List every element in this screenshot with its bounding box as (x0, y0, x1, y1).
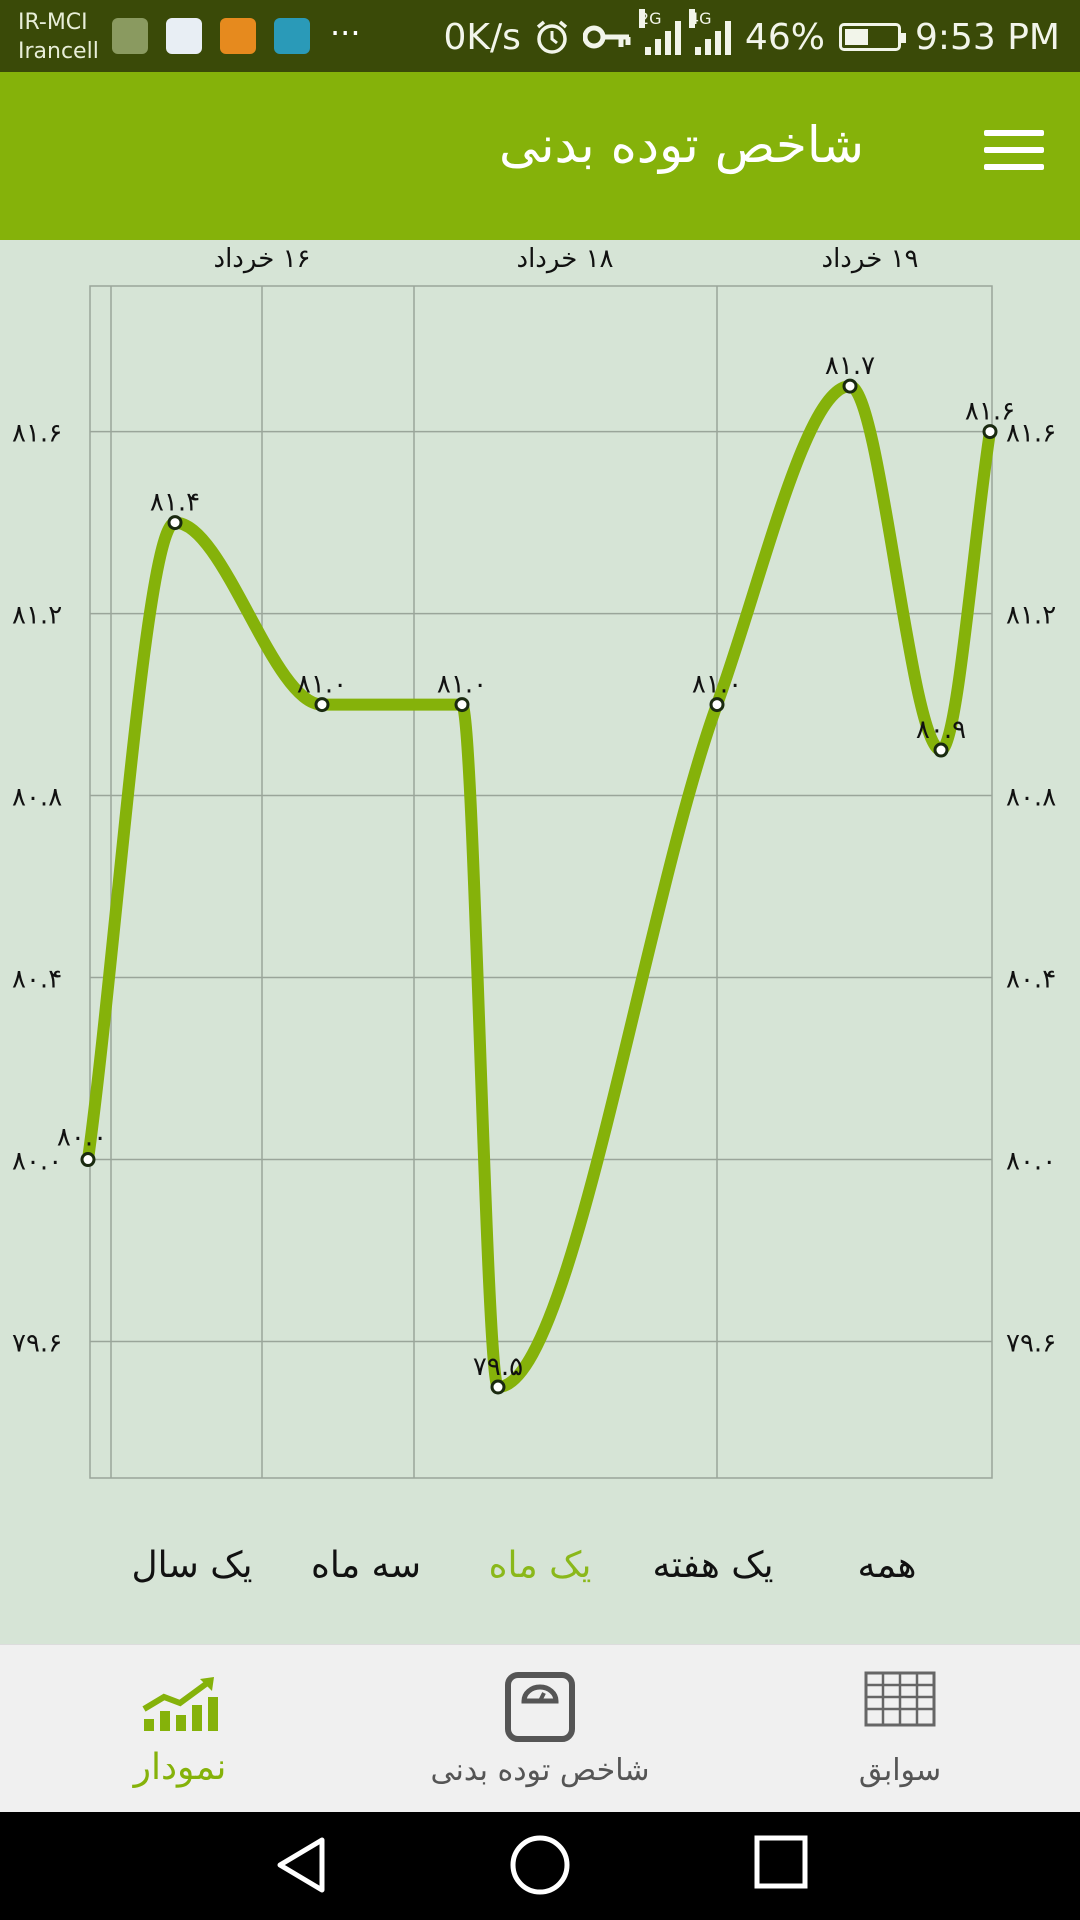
y-tick-label-left: ۸۰.۴ (12, 965, 62, 995)
range-tab-year[interactable]: یک سال (131, 1545, 253, 1586)
battery-level-fill (844, 29, 868, 45)
scale-icon (505, 1672, 575, 1742)
data-label: ۸۰.۹ (916, 715, 966, 745)
range-tab-three-months[interactable]: سه ماه (310, 1545, 422, 1586)
hamburger-menu-icon[interactable] (984, 130, 1044, 180)
back-icon[interactable] (272, 1834, 328, 1896)
chat-app-icon (274, 18, 310, 54)
home-icon[interactable] (509, 1834, 571, 1896)
range-tab-month[interactable]: یک ماه (488, 1545, 592, 1586)
data-label: ۸۱.۶ (965, 397, 1015, 427)
notification-app-icon (112, 18, 148, 54)
more-notifications-icon: ··· (330, 14, 361, 52)
nav-item-chart[interactable]: نمودار (30, 1645, 330, 1813)
nav-label-history: سوابق (858, 1753, 942, 1788)
data-label: ۸۱.۰ (692, 670, 742, 700)
data-point (454, 697, 470, 713)
range-tabs: یک سال سه ماه یک ماه یک هفته همه (0, 1545, 1080, 1625)
x-tick-label: ۱۹ خرداد (822, 244, 919, 274)
bmi-line-chart: ۸۱.۶ ۸۱.۶۸۱.۲ ۸۱.۲۸۰.۸ ۸۰.۸۸۰.۴ ۸۰.۴۸۰.۰ ۸۰.۰… (12, 244, 1056, 1479)
signal-2g-label: 2G (638, 9, 662, 28)
data-label: ۸۱.۴ (150, 488, 200, 518)
data-point (490, 1379, 506, 1395)
bottom-navigation: نمودار شاخص توده بدنی سوابق (0, 1644, 1080, 1813)
range-tab-week[interactable]: یک هفته (652, 1545, 774, 1586)
y-tick-label-right: ۸۰.۴ (1006, 965, 1056, 995)
signal-4g-label: 4G (688, 9, 712, 28)
clock: 9:53 PM (914, 16, 1060, 58)
nav-label-chart: نمودار (133, 1747, 227, 1788)
table-grid-icon (864, 1671, 936, 1727)
page-title: شاخص توده بدنی (498, 116, 864, 174)
y-tick-label-left: ۸۰.۸ (12, 783, 62, 813)
data-point (314, 697, 330, 713)
y-tick-label-right: ۸۱.۶ (1006, 419, 1056, 449)
y-tick-label-right: ۸۰.۰ (1006, 1147, 1056, 1177)
data-point (80, 1152, 96, 1168)
plot-frame (89, 285, 993, 1479)
system-navigation-bar (0, 1812, 1080, 1920)
x-tick-label: ۱۶ خرداد (214, 244, 311, 274)
status-bar: IR-MCI Irancell ··· 0K/s 2G 4G 46% 9:53 … (0, 0, 1080, 72)
signal-2g-icon: 2G (638, 9, 681, 55)
y-tick-label-right: ۸۰.۸ (1006, 783, 1056, 813)
chart-trend-icon (142, 1677, 218, 1731)
battery-icon (838, 23, 906, 51)
recents-icon[interactable] (753, 1834, 809, 1890)
data-point (842, 378, 858, 394)
y-tick-label-left: ۸۱.۲ (12, 601, 62, 631)
data-label: ۸۰.۰ (57, 1123, 107, 1153)
range-tab-all[interactable]: همه (857, 1545, 917, 1586)
data-point (709, 697, 725, 713)
health-app-icon (220, 18, 256, 54)
carrier-info: IR-MCI Irancell (18, 8, 99, 66)
data-label: ۸۱.۰ (297, 670, 347, 700)
status-right: 0K/s 2G 4G 46% 9:53 PM (443, 9, 1060, 60)
calendar-app-icon (166, 18, 202, 54)
series-line (82, 380, 996, 1394)
data-point (982, 424, 998, 440)
y-tick-label-left: ۸۱.۶ (12, 419, 62, 449)
nav-item-bmi[interactable]: شاخص توده بدنی (390, 1645, 690, 1813)
alarm-icon (536, 20, 568, 54)
nav-item-history[interactable]: سوابق (750, 1645, 1050, 1813)
vpn-key-icon (582, 25, 631, 49)
battery-percent: 46% (744, 16, 825, 58)
x-tick-label: ۱۸ خرداد (517, 244, 614, 274)
network-speed: 0K/s (443, 16, 521, 58)
data-label: ۷۹.۵ (473, 1352, 523, 1382)
signal-4g-icon: 4G (688, 9, 731, 55)
data-point (933, 742, 949, 758)
app-toolbar: شاخص توده بدنی (0, 72, 1080, 240)
nav-label-bmi: شاخص توده بدنی (430, 1753, 650, 1788)
carrier-line-1: IR-MCI (18, 10, 88, 35)
y-tick-label-left: ۷۹.۶ (12, 1329, 62, 1359)
data-label: ۸۱.۷ (825, 351, 875, 381)
y-tick-label-left: ۸۰.۰ (12, 1147, 62, 1177)
y-tick-label-right: ۷۹.۶ (1006, 1329, 1056, 1359)
data-point (167, 515, 183, 531)
carrier-line-2: Irancell (18, 39, 99, 64)
data-label: ۸۱.۰ (437, 670, 487, 700)
y-tick-label-right: ۸۱.۲ (1006, 601, 1056, 631)
